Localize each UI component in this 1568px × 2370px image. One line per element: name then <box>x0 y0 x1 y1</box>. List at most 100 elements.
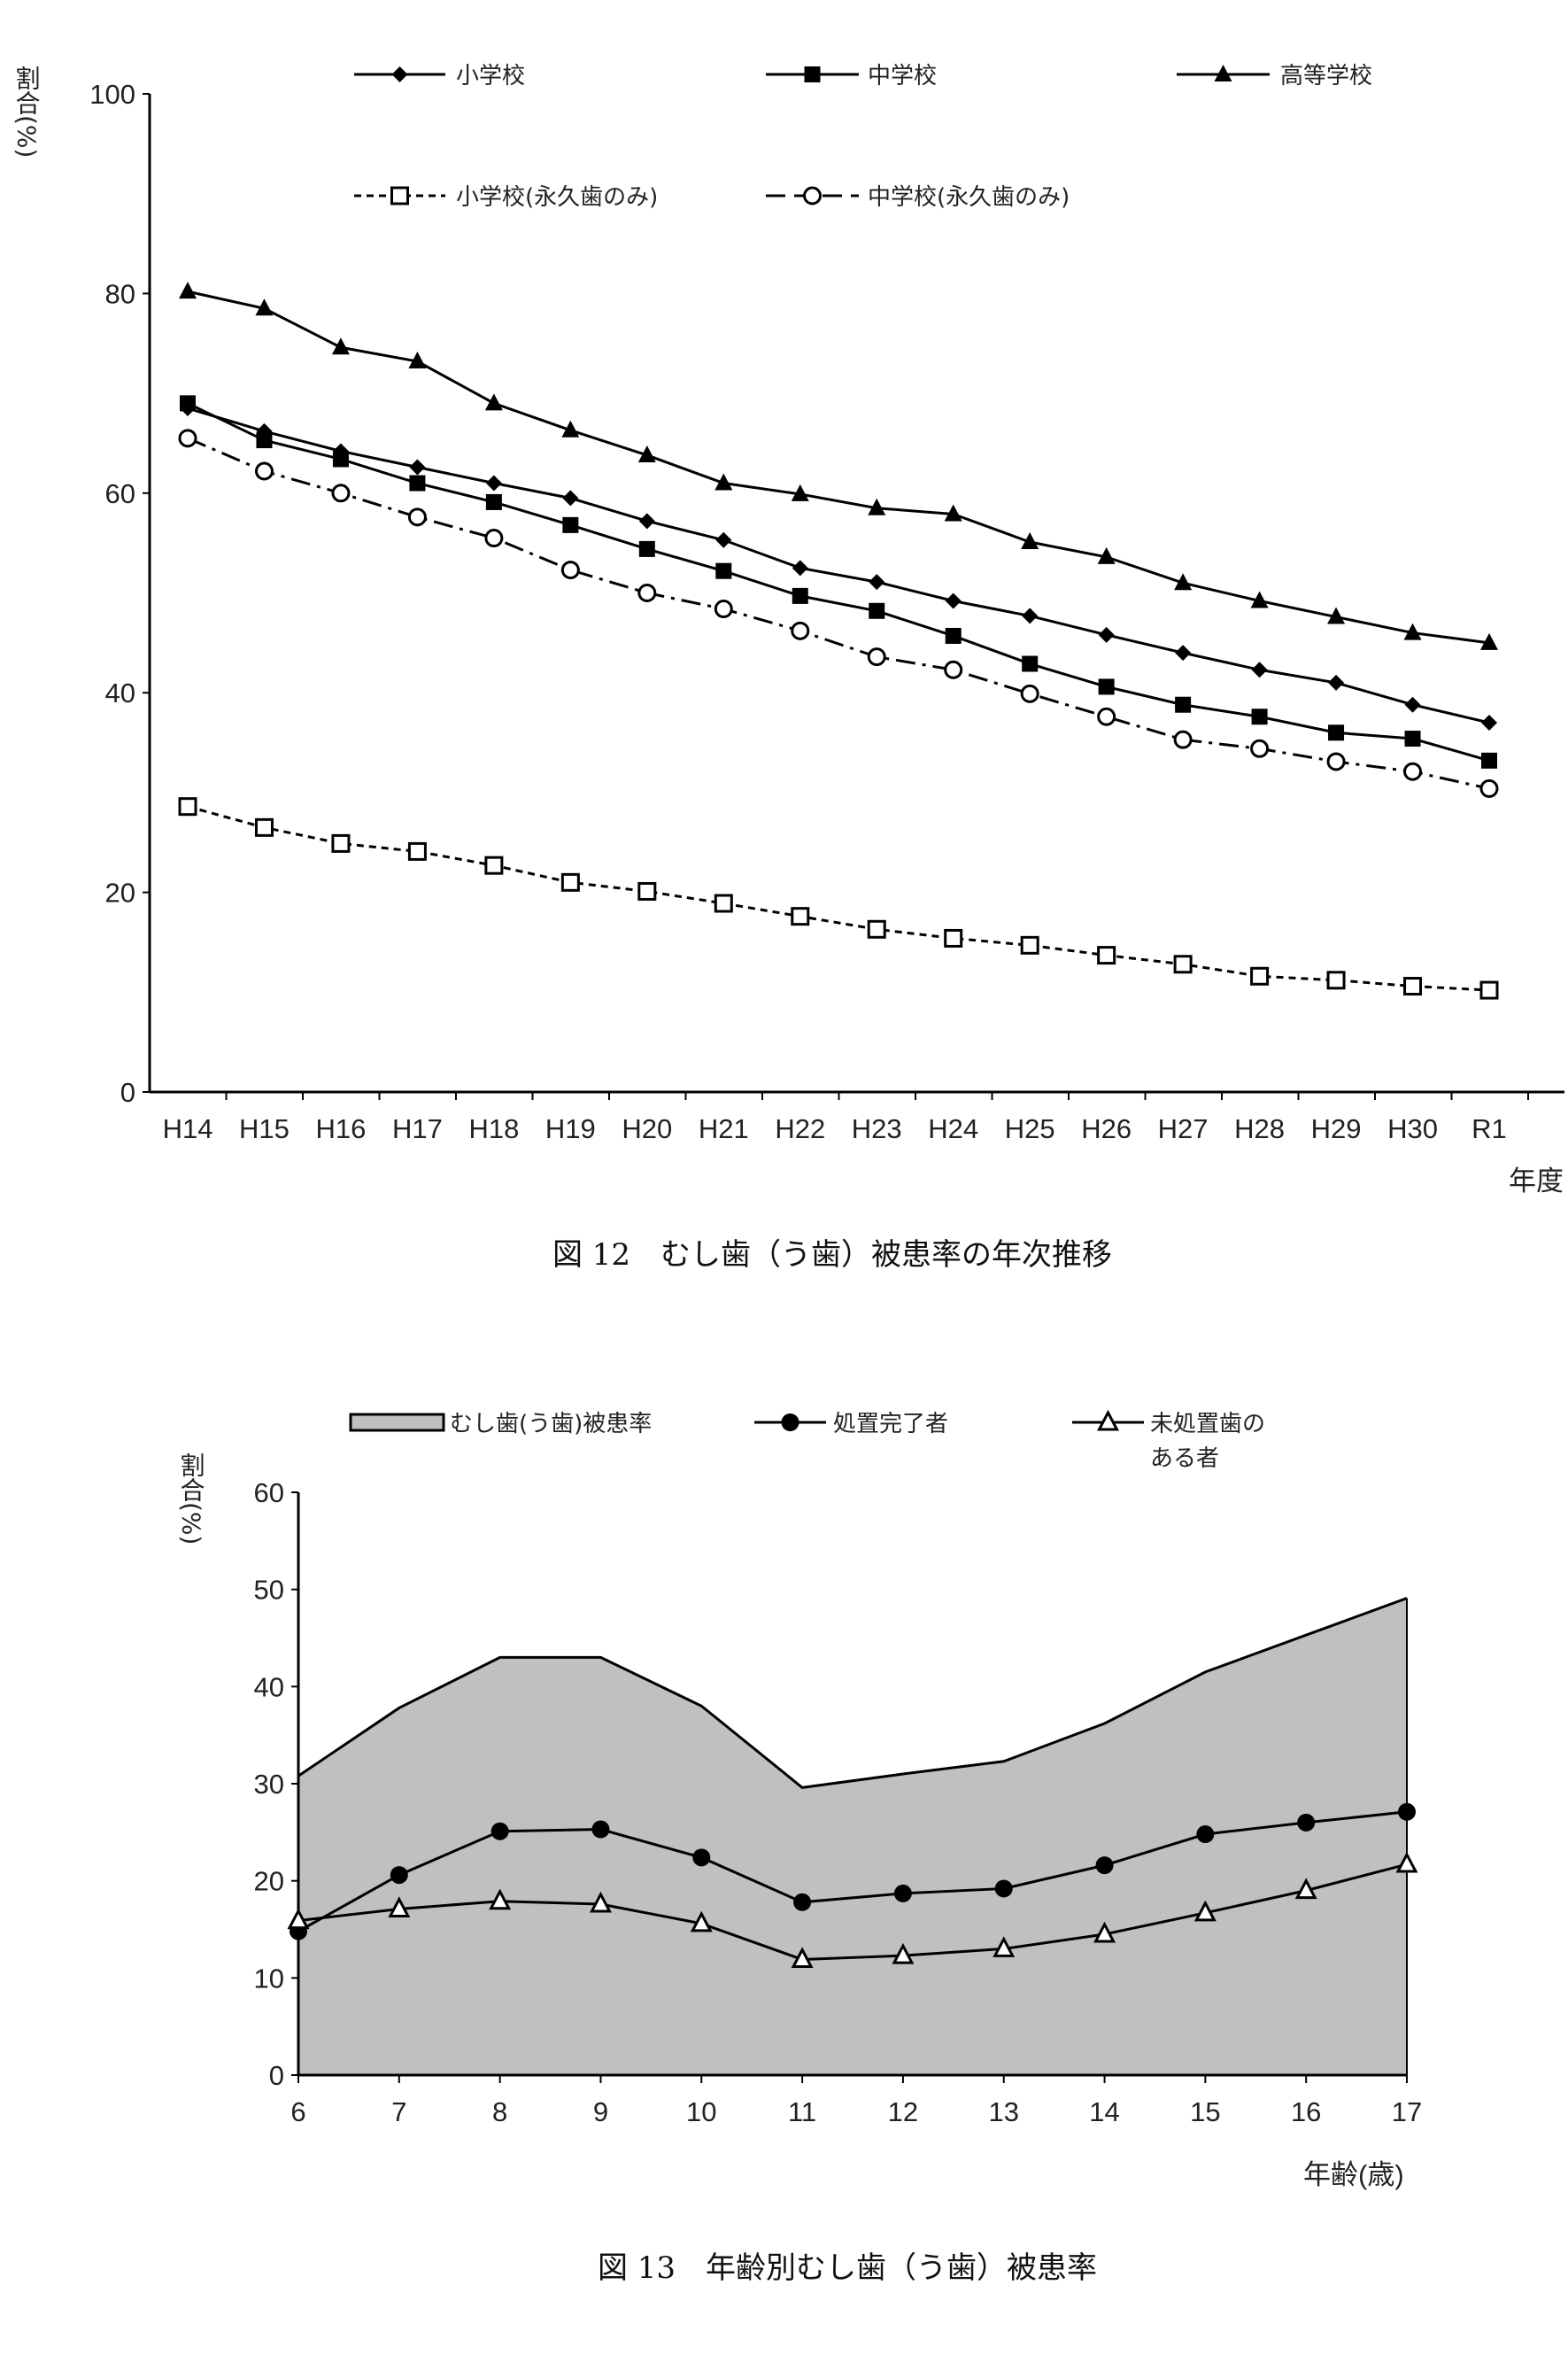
data-point-0 <box>1481 715 1497 732</box>
data-point-1 <box>1328 724 1345 741</box>
data-point-3 <box>254 817 274 837</box>
data-point-2 <box>484 393 503 411</box>
data-point-1 <box>1095 1856 1114 1875</box>
data-point-4 <box>1250 739 1270 758</box>
y-tick-label: 20 <box>254 1866 284 1897</box>
x-tick-label: H18 <box>468 1113 519 1144</box>
legend-marker <box>804 66 821 82</box>
chart-13-caption: 図 13 年齢別むし歯（う歯）被患率 <box>598 2250 1097 2286</box>
series-line-1 <box>297 1810 1408 1933</box>
data-point-0 <box>869 574 885 591</box>
y-tick-label: 80 <box>105 278 135 309</box>
y-tick-label: 40 <box>254 1671 284 1702</box>
y-tick-label: 0 <box>269 2060 284 2091</box>
chart-12-caption: 図 12 むし歯（う歯）被患率の年次推移 <box>552 1237 1112 1273</box>
x-tick-label: H30 <box>1387 1113 1438 1144</box>
x-tick-label: 6 <box>290 2096 305 2127</box>
area-outline-0 <box>297 1597 1408 1789</box>
data-point-3 <box>331 833 351 853</box>
data-point-1 <box>715 562 732 579</box>
data-point-0 <box>945 592 962 609</box>
data-point-3 <box>407 841 427 861</box>
data-point-4 <box>1326 752 1346 771</box>
data-point-1 <box>256 432 273 449</box>
chart-12-y-label: 割合(%) <box>12 66 42 159</box>
area-0 <box>298 1598 1407 2075</box>
data-point-2 <box>1093 1921 1116 1943</box>
y-tick-label: 40 <box>105 678 135 709</box>
data-point-0 <box>409 459 426 476</box>
data-point-2 <box>637 445 656 462</box>
data-point-0 <box>1251 662 1268 678</box>
legend-label: 処置完了者 <box>833 1411 948 1437</box>
x-tick-label: 15 <box>1190 2096 1220 2127</box>
data-point-2 <box>331 337 350 355</box>
data-point-1 <box>485 493 502 510</box>
legend-marker <box>391 66 408 82</box>
legend-marker <box>781 1413 799 1431</box>
data-point-1 <box>869 602 885 619</box>
x-tick-label: 7 <box>391 2096 406 2127</box>
data-point-2 <box>1395 1851 1418 1873</box>
x-tick-label: H22 <box>775 1113 825 1144</box>
data-point-2 <box>690 1910 713 1932</box>
data-point-4 <box>560 561 580 580</box>
data-point-0 <box>1404 696 1421 713</box>
legend-marker <box>390 186 409 205</box>
x-tick-label: H17 <box>392 1113 443 1144</box>
data-point-4 <box>637 584 657 602</box>
data-point-2 <box>179 282 197 299</box>
x-tick-label: 8 <box>492 2096 507 2127</box>
data-point-1 <box>1175 696 1192 713</box>
data-point-1 <box>1098 678 1115 695</box>
data-point-4 <box>331 484 351 503</box>
data-point-4 <box>407 507 427 527</box>
legend-item-2: 高等学校 <box>1177 63 1372 89</box>
y-tick-label: 60 <box>105 478 135 509</box>
y-tick-label: 10 <box>254 1963 284 1994</box>
legend-label: 未処置歯の <box>1150 1411 1265 1437</box>
x-tick-label: H21 <box>699 1113 749 1144</box>
data-point-0 <box>1098 626 1115 643</box>
data-point-1 <box>1398 1802 1416 1821</box>
data-point-4 <box>1403 762 1423 781</box>
data-point-2 <box>1250 591 1269 608</box>
data-point-3 <box>178 797 197 817</box>
data-point-1 <box>792 587 808 604</box>
data-point-3 <box>791 907 810 926</box>
data-point-1 <box>390 1866 408 1885</box>
data-point-1 <box>1404 731 1421 747</box>
y-tick-label: 100 <box>89 79 135 110</box>
data-point-0 <box>715 531 732 548</box>
legend-label: 中学校 <box>868 63 937 89</box>
data-point-4 <box>867 647 886 667</box>
data-point-2 <box>408 352 427 369</box>
data-point-2 <box>489 1888 512 1910</box>
data-point-2 <box>791 484 809 501</box>
legend-item-0: むし歯(う歯)被患率 <box>349 1411 652 1437</box>
data-point-3 <box>1097 946 1116 965</box>
data-point-2 <box>1403 623 1422 640</box>
x-tick-label: H28 <box>1234 1113 1285 1144</box>
data-point-1 <box>332 451 349 468</box>
legend-label: 小学校 <box>456 63 525 89</box>
data-point-4 <box>714 600 733 619</box>
data-point-1 <box>793 1893 812 1911</box>
x-tick-label: H26 <box>1081 1113 1132 1144</box>
data-point-2 <box>944 504 962 522</box>
data-point-3 <box>1403 977 1423 996</box>
data-point-3 <box>1479 980 1499 1000</box>
data-point-2 <box>1174 573 1193 591</box>
y-tick-label: 30 <box>254 1769 284 1800</box>
x-tick-label: H19 <box>545 1113 596 1144</box>
data-point-2 <box>589 1891 612 1913</box>
data-point-0 <box>1022 608 1039 624</box>
data-point-4 <box>944 660 963 679</box>
data-point-2 <box>1327 607 1346 624</box>
legend-label: 高等学校 <box>1280 63 1372 89</box>
data-point-2 <box>255 298 274 316</box>
data-point-0 <box>792 560 808 577</box>
x-tick-label: H29 <box>1311 1113 1362 1144</box>
x-tick-label: H16 <box>316 1113 367 1144</box>
